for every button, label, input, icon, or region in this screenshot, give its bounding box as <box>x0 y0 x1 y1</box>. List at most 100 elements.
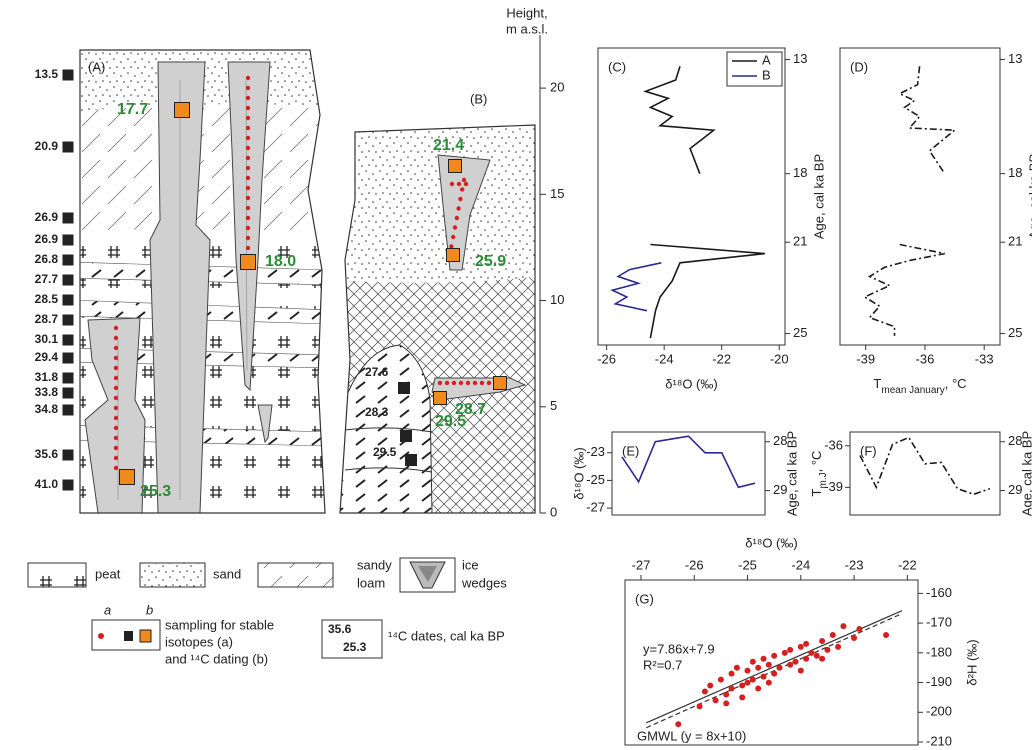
data-point <box>697 703 703 709</box>
sample-square <box>63 70 74 81</box>
data-point <box>803 656 809 662</box>
isotope-sample <box>452 381 456 385</box>
legend-label: A <box>762 52 771 67</box>
data-point <box>776 665 782 671</box>
y-tick-label: -25 <box>586 472 605 487</box>
height-tick-label: 5 <box>550 398 557 413</box>
plot-frame <box>840 48 1000 345</box>
y-tick-label: 13 <box>1008 51 1022 66</box>
isotope-sample <box>246 166 250 170</box>
data-point <box>840 623 846 629</box>
sample-square <box>63 142 74 153</box>
isotope-sample <box>114 326 118 330</box>
isotope-sample <box>246 246 250 250</box>
data-point <box>883 632 889 638</box>
data-point <box>814 653 820 659</box>
x-tick-label: -36 <box>916 351 935 366</box>
isotope-sample <box>114 406 118 410</box>
y-tick-label: 18 <box>1008 165 1022 180</box>
data-point <box>803 641 809 647</box>
date-label: 27.7 <box>35 272 59 286</box>
wedge-date: 25.3 <box>140 483 171 500</box>
data-point <box>851 635 857 641</box>
data-point <box>745 668 751 674</box>
y-axis-title: Age, cal ka BP <box>811 154 826 239</box>
data-point <box>787 647 793 653</box>
data-line <box>646 66 765 338</box>
wedge-date: 17.7 <box>117 101 148 118</box>
legend-text: b <box>146 602 153 617</box>
x-tick-label: -23 <box>845 557 864 572</box>
wedge-date: 25.9 <box>475 253 506 270</box>
y2-axis-title: Age, cal ka BP <box>1019 431 1032 516</box>
y-tick-label: 25 <box>1008 325 1022 340</box>
date-label: 30.1 <box>35 332 59 346</box>
data-point <box>819 656 825 662</box>
x-tick-label: -24 <box>655 351 674 366</box>
data-point <box>750 659 756 665</box>
data-point <box>808 650 814 656</box>
date-label: 26.9 <box>35 210 59 224</box>
date-label: 28.7 <box>35 312 59 326</box>
data-point <box>771 671 777 677</box>
sample-square <box>449 160 462 173</box>
data-line <box>612 263 661 311</box>
isotope-sample <box>466 381 470 385</box>
legend-text: sampling for stable <box>165 617 274 632</box>
x-tick-label: -26 <box>685 557 704 572</box>
sample-square <box>405 454 417 466</box>
data-point <box>766 662 772 668</box>
sample-square <box>63 335 74 346</box>
y-axis-title-part: T <box>809 488 824 496</box>
data-point <box>771 653 777 659</box>
isotope-sample <box>114 436 118 440</box>
data-point <box>745 680 751 686</box>
legend-label: B <box>762 67 771 82</box>
data-point <box>761 656 767 662</box>
y-axis-title-part: m.J <box>818 472 829 488</box>
axis-title: Height, <box>506 5 547 20</box>
x-axis-title: δ¹⁸O (‰) <box>665 376 717 391</box>
isotope-sample <box>246 126 250 130</box>
isotope-sample <box>114 426 118 430</box>
isotope-sample <box>246 96 250 100</box>
legend-date: 35.6 <box>328 622 352 636</box>
isotope-sample <box>460 187 464 191</box>
data-point <box>792 659 798 665</box>
sample-square <box>63 388 74 399</box>
data-point <box>819 638 825 644</box>
isotope-sample <box>246 116 250 120</box>
isotope-sample <box>457 182 461 186</box>
isotope-sample <box>473 381 477 385</box>
legend-text: wedges <box>461 575 507 590</box>
isotope-sample <box>246 206 250 210</box>
data-point <box>761 674 767 680</box>
data-line <box>865 66 955 336</box>
data-point <box>755 686 761 692</box>
x-axis-title: δ¹⁸O (‰) <box>745 535 797 550</box>
legend-text: loam <box>357 575 385 590</box>
x-tick-label: -33 <box>975 351 994 366</box>
date-label: 13.5 <box>35 67 59 81</box>
data-line <box>622 436 755 487</box>
section-label: (B) <box>470 91 487 106</box>
sample-square <box>447 249 460 262</box>
data-point <box>675 721 681 727</box>
isotope-sample <box>246 106 250 110</box>
x-tick-label: -27 <box>632 557 651 572</box>
x-tick-label: -26 <box>597 351 616 366</box>
isotope-sample <box>114 386 118 390</box>
date-label: 26.9 <box>35 232 59 246</box>
y-tick-label: -200 <box>926 704 952 719</box>
y-tick-label: 13 <box>793 51 807 66</box>
date-label: 27.6 <box>365 365 389 379</box>
wedge-date: 18.0 <box>265 253 296 270</box>
data-point <box>766 680 772 686</box>
isotope-sample <box>462 178 466 182</box>
plot-frame <box>598 48 785 345</box>
sample-square <box>398 382 410 394</box>
date-label: 29.4 <box>35 350 59 364</box>
data-point <box>856 626 862 632</box>
legend-text: a <box>104 602 111 617</box>
y-tick-label: -36 <box>824 437 843 452</box>
